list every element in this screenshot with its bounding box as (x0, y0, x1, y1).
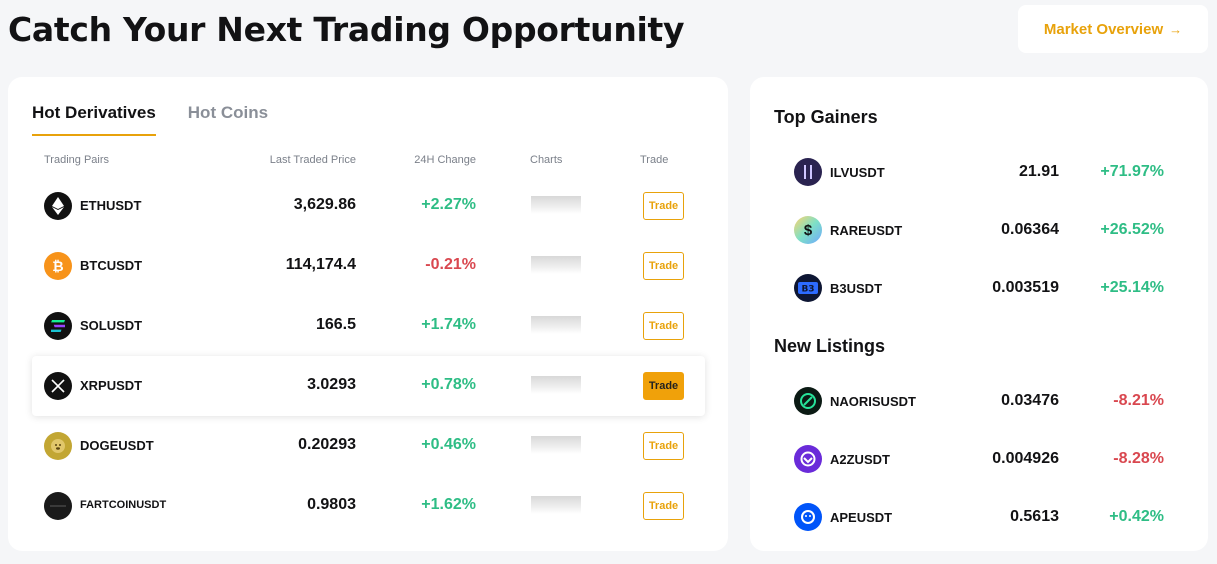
change-24h: +0.42% (1109, 508, 1164, 525)
pair-name: ILVUSDT (830, 165, 885, 180)
market-overview-label: Market Overview (1043, 20, 1164, 38)
change-24h: -8.28% (1113, 450, 1164, 467)
last-price: 0.03476 (1001, 392, 1059, 409)
sparkline-chart (531, 196, 581, 214)
list-item[interactable]: APEUSDT 0.5613 +0.42% (750, 497, 1208, 537)
sparkline-chart (531, 436, 581, 454)
pair-name: XRPUSDT (80, 378, 143, 393)
last-price: 0.003519 (992, 279, 1059, 296)
pair-name: B3USDT (830, 281, 883, 296)
last-price: 21.91 (1018, 163, 1059, 180)
pair-name: RAREUSDT (830, 223, 903, 238)
illuvium-icon (794, 158, 822, 186)
change-24h: +26.52% (1100, 221, 1164, 238)
table-row[interactable]: ETHUSDT 3,629.86 +2.27% Trade (32, 176, 705, 236)
last-price: 166.5 (315, 316, 356, 333)
sparkline-chart (531, 496, 581, 514)
trade-button[interactable]: Trade (643, 492, 684, 520)
solana-icon (44, 312, 72, 340)
pair-name: ETHUSDT (80, 198, 142, 213)
trade-button[interactable]: Trade (643, 192, 684, 220)
change-24h: -0.21% (425, 256, 476, 273)
change-24h: +25.14% (1100, 279, 1164, 296)
table-row[interactable]: XRPUSDT 3.0293 +0.78% Trade (32, 356, 705, 416)
last-price: 114,174.4 (285, 256, 356, 273)
change-24h: +1.62% (421, 496, 476, 513)
trade-button[interactable]: Trade (643, 312, 684, 340)
last-price: 3.0293 (307, 376, 356, 393)
last-price: 0.5613 (1010, 508, 1059, 525)
last-price: 0.9803 (307, 496, 356, 513)
change-24h: +0.46% (421, 436, 476, 453)
naoris-icon (794, 387, 822, 415)
top-gainers-title: Top Gainers (774, 107, 878, 127)
column-header-change: 24H Change (414, 154, 476, 166)
movers-card: Top Gainers ILVUSDT 21.91 +71.97% $ RARE… (750, 77, 1208, 551)
xrp-icon (44, 372, 72, 400)
hot-markets-card: Hot Derivatives Hot Coins Trading Pairs … (8, 77, 728, 551)
column-header-pairs: Trading Pairs (44, 154, 110, 166)
column-header-price: Last Traded Price (269, 154, 356, 166)
dogecoin-icon (44, 432, 72, 460)
change-24h: +2.27% (421, 196, 476, 213)
market-tabs: Hot Derivatives Hot Coins (32, 103, 268, 136)
table-row[interactable]: ₿ BTCUSDT 114,174.4 -0.21% Trade (32, 236, 705, 296)
tab-hot-coins[interactable]: Hot Coins (187, 103, 269, 122)
change-24h: +0.78% (421, 376, 476, 393)
pair-name: FARTCOINUSDT (80, 499, 167, 511)
pair-name: A2ZUSDT (830, 452, 890, 467)
column-header-trade: Trade (640, 154, 669, 166)
bitcoin-icon: ₿ (44, 252, 72, 280)
market-overview-button[interactable]: Market Overview → (1018, 5, 1208, 53)
sparkline-chart (531, 376, 581, 394)
change-24h: -8.21% (1113, 392, 1164, 409)
fartcoin-icon (44, 492, 72, 520)
a2z-icon (794, 445, 822, 473)
arrow-right-icon: → (1169, 21, 1183, 37)
sparkline-chart (531, 316, 581, 334)
svg-text:B3: B3 (801, 285, 814, 295)
change-24h: +1.74% (421, 316, 476, 333)
change-24h: +71.97% (1100, 163, 1164, 180)
table-row[interactable]: DOGEUSDT 0.20293 +0.46% Trade (32, 416, 705, 476)
pair-name: BTCUSDT (80, 258, 143, 273)
last-price: 0.20293 (298, 436, 356, 453)
new-listings-title: New Listings (774, 336, 886, 356)
trade-button[interactable]: Trade (643, 372, 684, 400)
sparkline-chart (531, 256, 581, 274)
trade-button[interactable]: Trade (643, 432, 684, 460)
last-price: 3,629.86 (293, 196, 356, 213)
column-header-charts: Charts (530, 154, 563, 166)
pair-name: APEUSDT (830, 510, 893, 525)
list-item[interactable]: ILVUSDT 21.91 +71.97% (750, 152, 1208, 192)
rare-icon: $ (794, 216, 822, 244)
pair-name: SOLUSDT (80, 318, 143, 333)
pair-name: DOGEUSDT (80, 438, 154, 453)
ethereum-icon (44, 192, 72, 220)
apecoin-icon (794, 503, 822, 531)
last-price: 0.06364 (1001, 221, 1059, 238)
pair-name: NAORISUSDT (830, 394, 916, 409)
list-item[interactable]: A2ZUSDT 0.004926 -8.28% (750, 439, 1208, 479)
list-item[interactable]: $ RAREUSDT 0.06364 +26.52% (750, 210, 1208, 250)
table-header: Trading Pairs Last Traded Price 24H Chan… (8, 154, 728, 170)
trade-button[interactable]: Trade (643, 252, 684, 280)
table-row[interactable]: FARTCOINUSDT 0.9803 +1.62% Trade (32, 476, 705, 536)
table-row[interactable]: SOLUSDT 166.5 +1.74% Trade (32, 296, 705, 356)
last-price: 0.004926 (992, 450, 1059, 467)
tab-hot-derivatives[interactable]: Hot Derivatives (32, 103, 156, 136)
b3-icon: B3 (794, 274, 822, 302)
list-item[interactable]: B3 B3USDT 0.003519 +25.14% (750, 268, 1208, 308)
page-title: Catch Your Next Trading Opportunity (8, 10, 685, 49)
list-item[interactable]: NAORISUSDT 0.03476 -8.21% (750, 381, 1208, 421)
